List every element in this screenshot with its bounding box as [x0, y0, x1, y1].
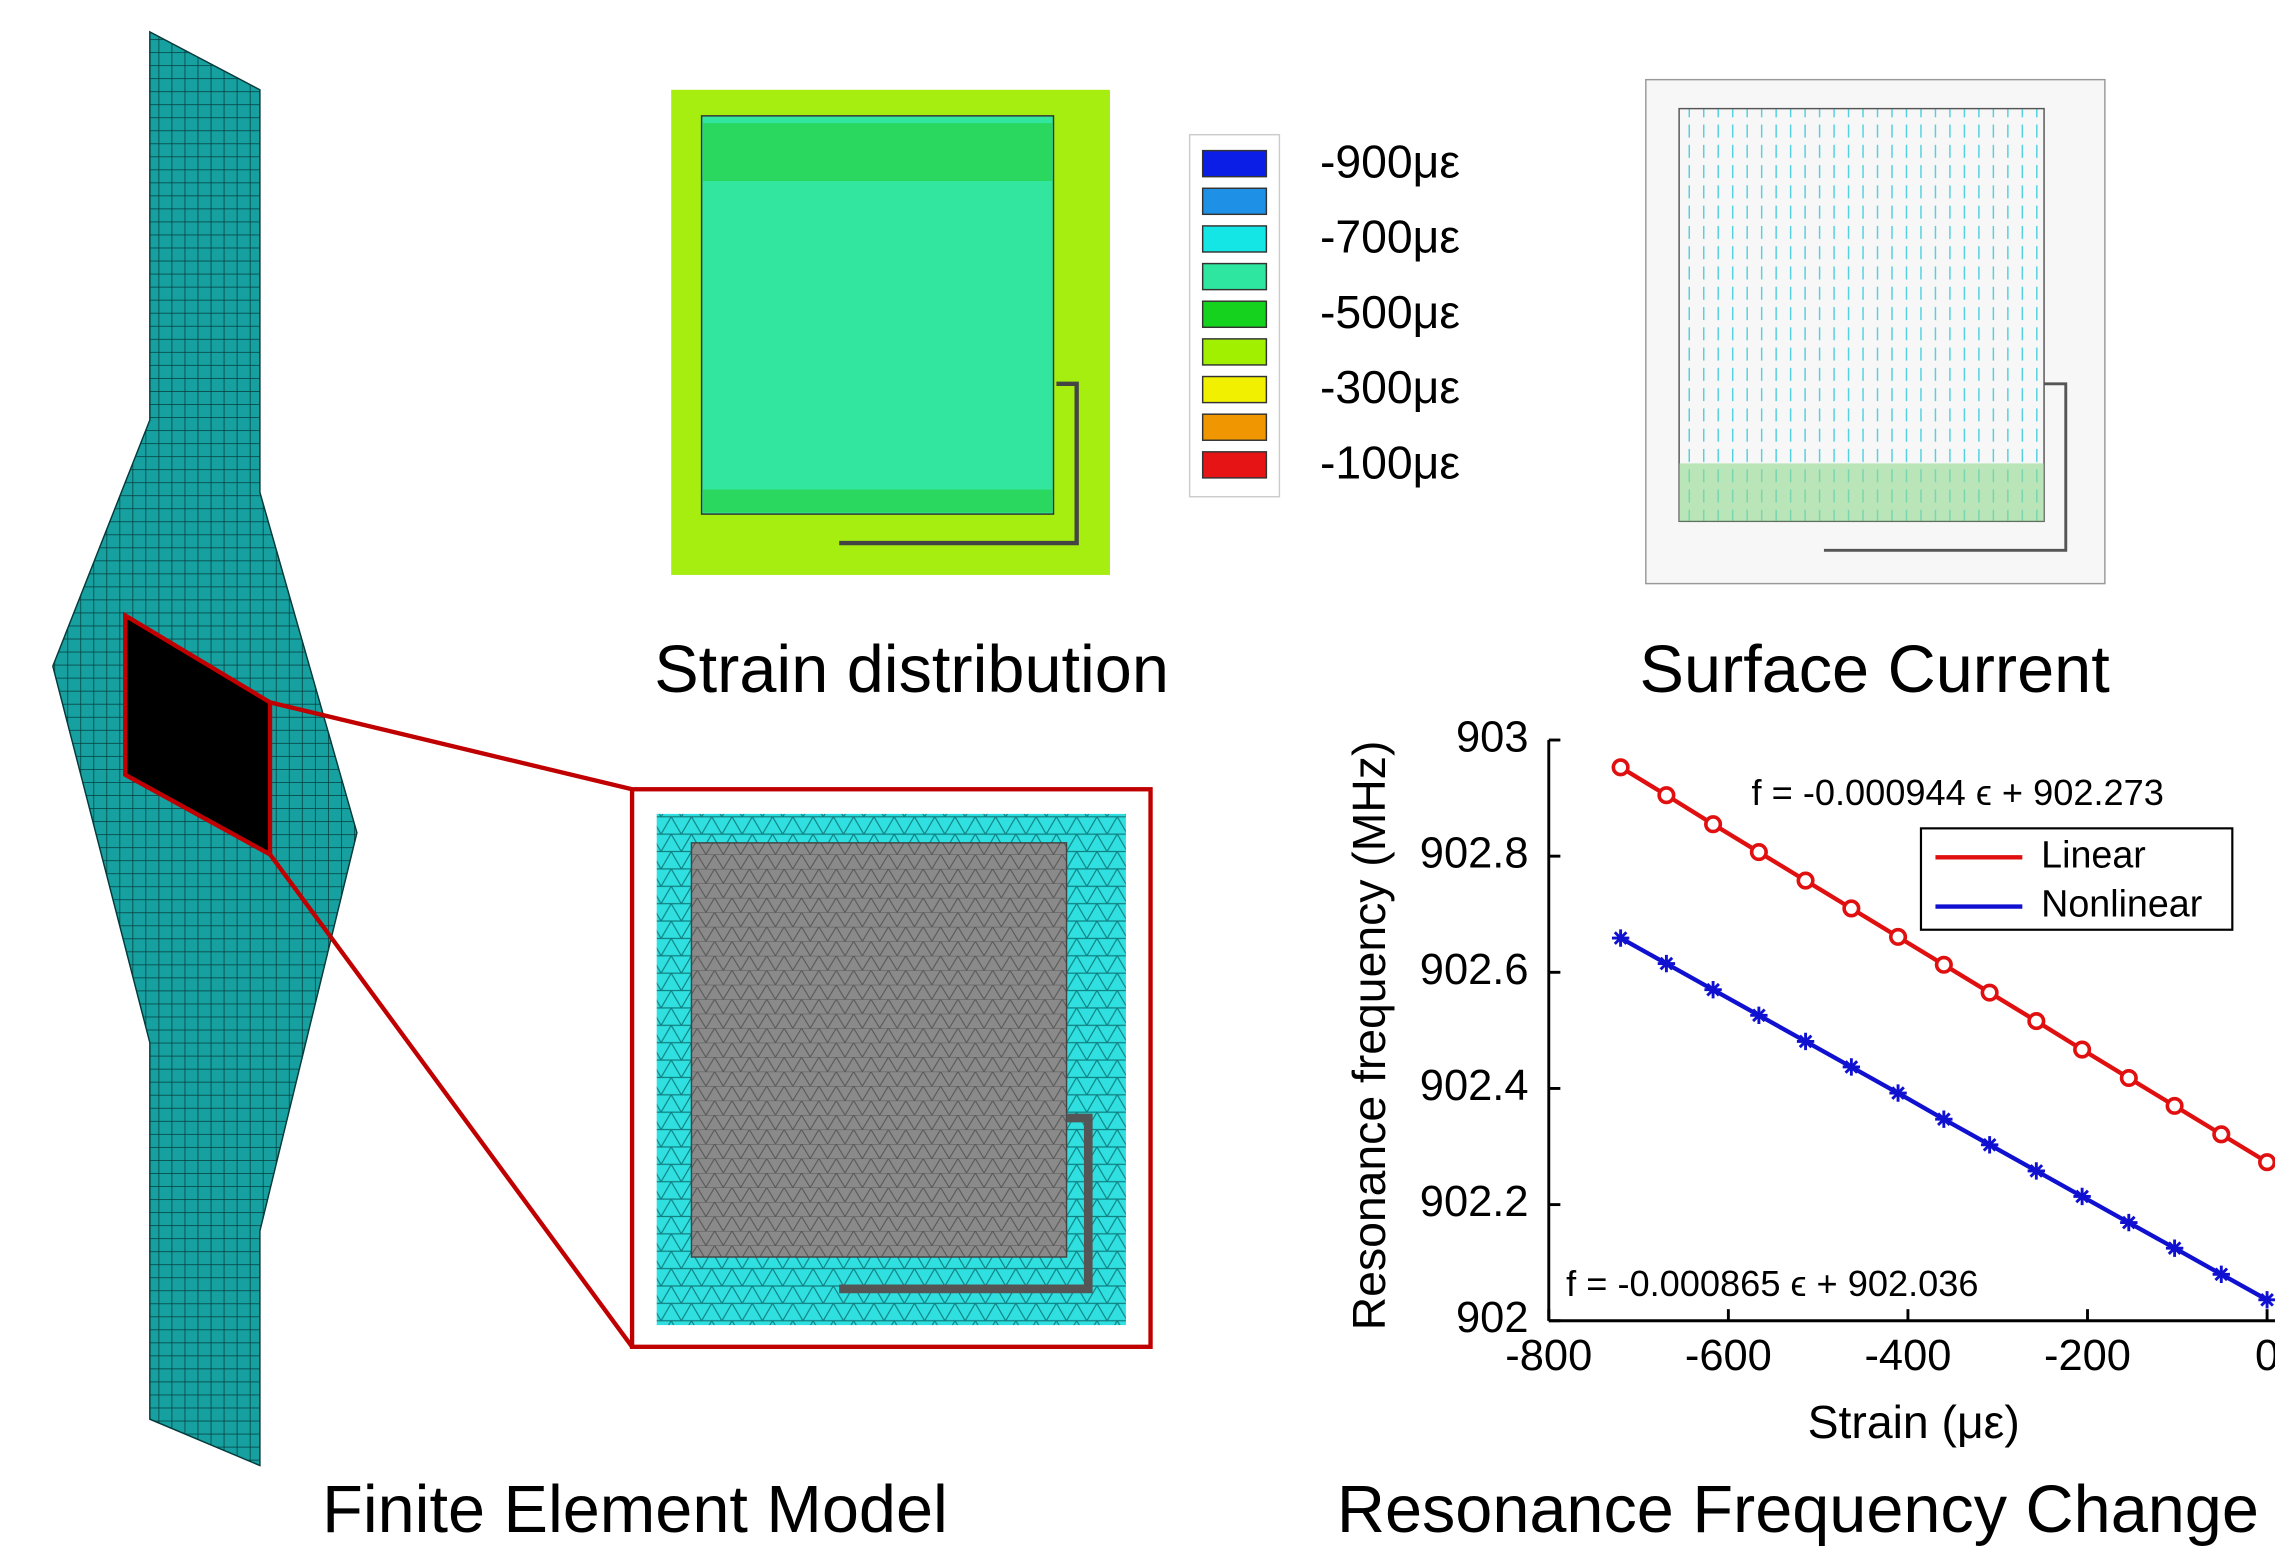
marker [2258, 1153, 2275, 1172]
marker [1980, 1136, 1999, 1154]
caption: Resonance Frequency Change [1337, 1473, 2259, 1547]
legend-label: -300με [1320, 361, 1460, 413]
annotation: f = -0.000944 ϵ + 902.273 [1752, 772, 2164, 813]
marker [1704, 981, 1722, 999]
y-tick-label: 902.6 [1420, 946, 1529, 994]
legend-swatch [1201, 338, 1268, 366]
legend-label: Nonlinear [2041, 883, 2202, 925]
x-tick-label: 0 [2255, 1332, 2275, 1380]
legend-label: -700με [1320, 211, 1460, 263]
marker [1796, 1032, 1815, 1051]
legend-label: -100με [1320, 437, 1460, 489]
legend-frame [1919, 827, 2234, 931]
zoom-line [269, 700, 633, 792]
caption: Surface Current [1640, 633, 2111, 707]
marker [1796, 871, 1815, 890]
marker [2120, 1213, 2138, 1232]
zoom-feed [839, 1113, 1093, 1294]
marker [1889, 1084, 1907, 1102]
legend-swatch [1201, 413, 1268, 441]
marker [2073, 1187, 2091, 1206]
legend-swatch [1201, 149, 1268, 178]
marker [2165, 1239, 2184, 1257]
legend-label: -500με [1320, 286, 1460, 338]
legend-label: Linear [2041, 833, 2146, 875]
y-tick-label: 902.2 [1420, 1178, 1529, 1226]
y-axis-label: Resonance frequency (MHz) [1343, 741, 1395, 1331]
current-patch [1678, 107, 2045, 523]
marker [1935, 1110, 1953, 1128]
legend-swatch [1201, 262, 1268, 291]
y-tick-label: 902.4 [1420, 1062, 1529, 1110]
legend-swatch [1201, 451, 1268, 479]
marker [1657, 786, 1676, 805]
marker [2165, 1096, 2184, 1115]
strain-patch [700, 115, 1055, 515]
strain-band [703, 123, 1053, 182]
zoom-patch [690, 842, 1068, 1258]
marker [1611, 758, 1630, 777]
strain-legend: -900με -700με -500με -300με -100με [1188, 133, 1460, 498]
caption: Finite Element Model [322, 1473, 948, 1547]
legend-swatch [1201, 375, 1268, 404]
y-tick-label: 903 [1456, 713, 1528, 761]
caption: Strain distribution [654, 633, 1169, 707]
legend-swatch [1201, 187, 1268, 216]
x-tick-label: -400 [1864, 1332, 1951, 1380]
marker [2258, 1291, 2275, 1309]
x-tick-label: -800 [1505, 1332, 1592, 1380]
current-hot [1679, 463, 2045, 522]
zoom-line [268, 853, 634, 1349]
current-feed [1823, 382, 2068, 552]
marker [1704, 815, 1723, 834]
x-tick-label: -600 [1685, 1332, 1772, 1380]
marker [2212, 1265, 2230, 1283]
x-axis-label: Strain (με) [1808, 1396, 2020, 1448]
marker [1842, 1058, 1861, 1076]
y-tick-label: 902.8 [1420, 830, 1529, 878]
marker [1657, 954, 1676, 973]
marker [2027, 1012, 2046, 1031]
annotation: f = -0.000865 ϵ + 902.036 [1566, 1263, 1978, 1304]
legend-label: -900με [1320, 135, 1460, 187]
marker [1750, 1006, 1768, 1024]
legend-swatch [1201, 300, 1268, 329]
strain-band [703, 489, 1053, 513]
marker [1749, 843, 1768, 862]
y-tick-label: 902 [1456, 1294, 1528, 1342]
marker [1611, 929, 1630, 947]
marker [2212, 1125, 2231, 1144]
chart: 902 902.2 902.4 902.6 902.8 903 -800 -600 -400 -2… [1343, 713, 2275, 1448]
marker [2119, 1068, 2138, 1088]
marker [1934, 955, 1953, 974]
strain-feed [839, 381, 1079, 546]
legend-swatch [1201, 225, 1268, 253]
x-tick-label: -200 [2044, 1332, 2131, 1380]
marker [1889, 927, 1908, 946]
marker [1980, 983, 1999, 1002]
marker [2073, 1040, 2092, 1059]
marker [1842, 899, 1861, 918]
marker [2027, 1162, 2046, 1180]
